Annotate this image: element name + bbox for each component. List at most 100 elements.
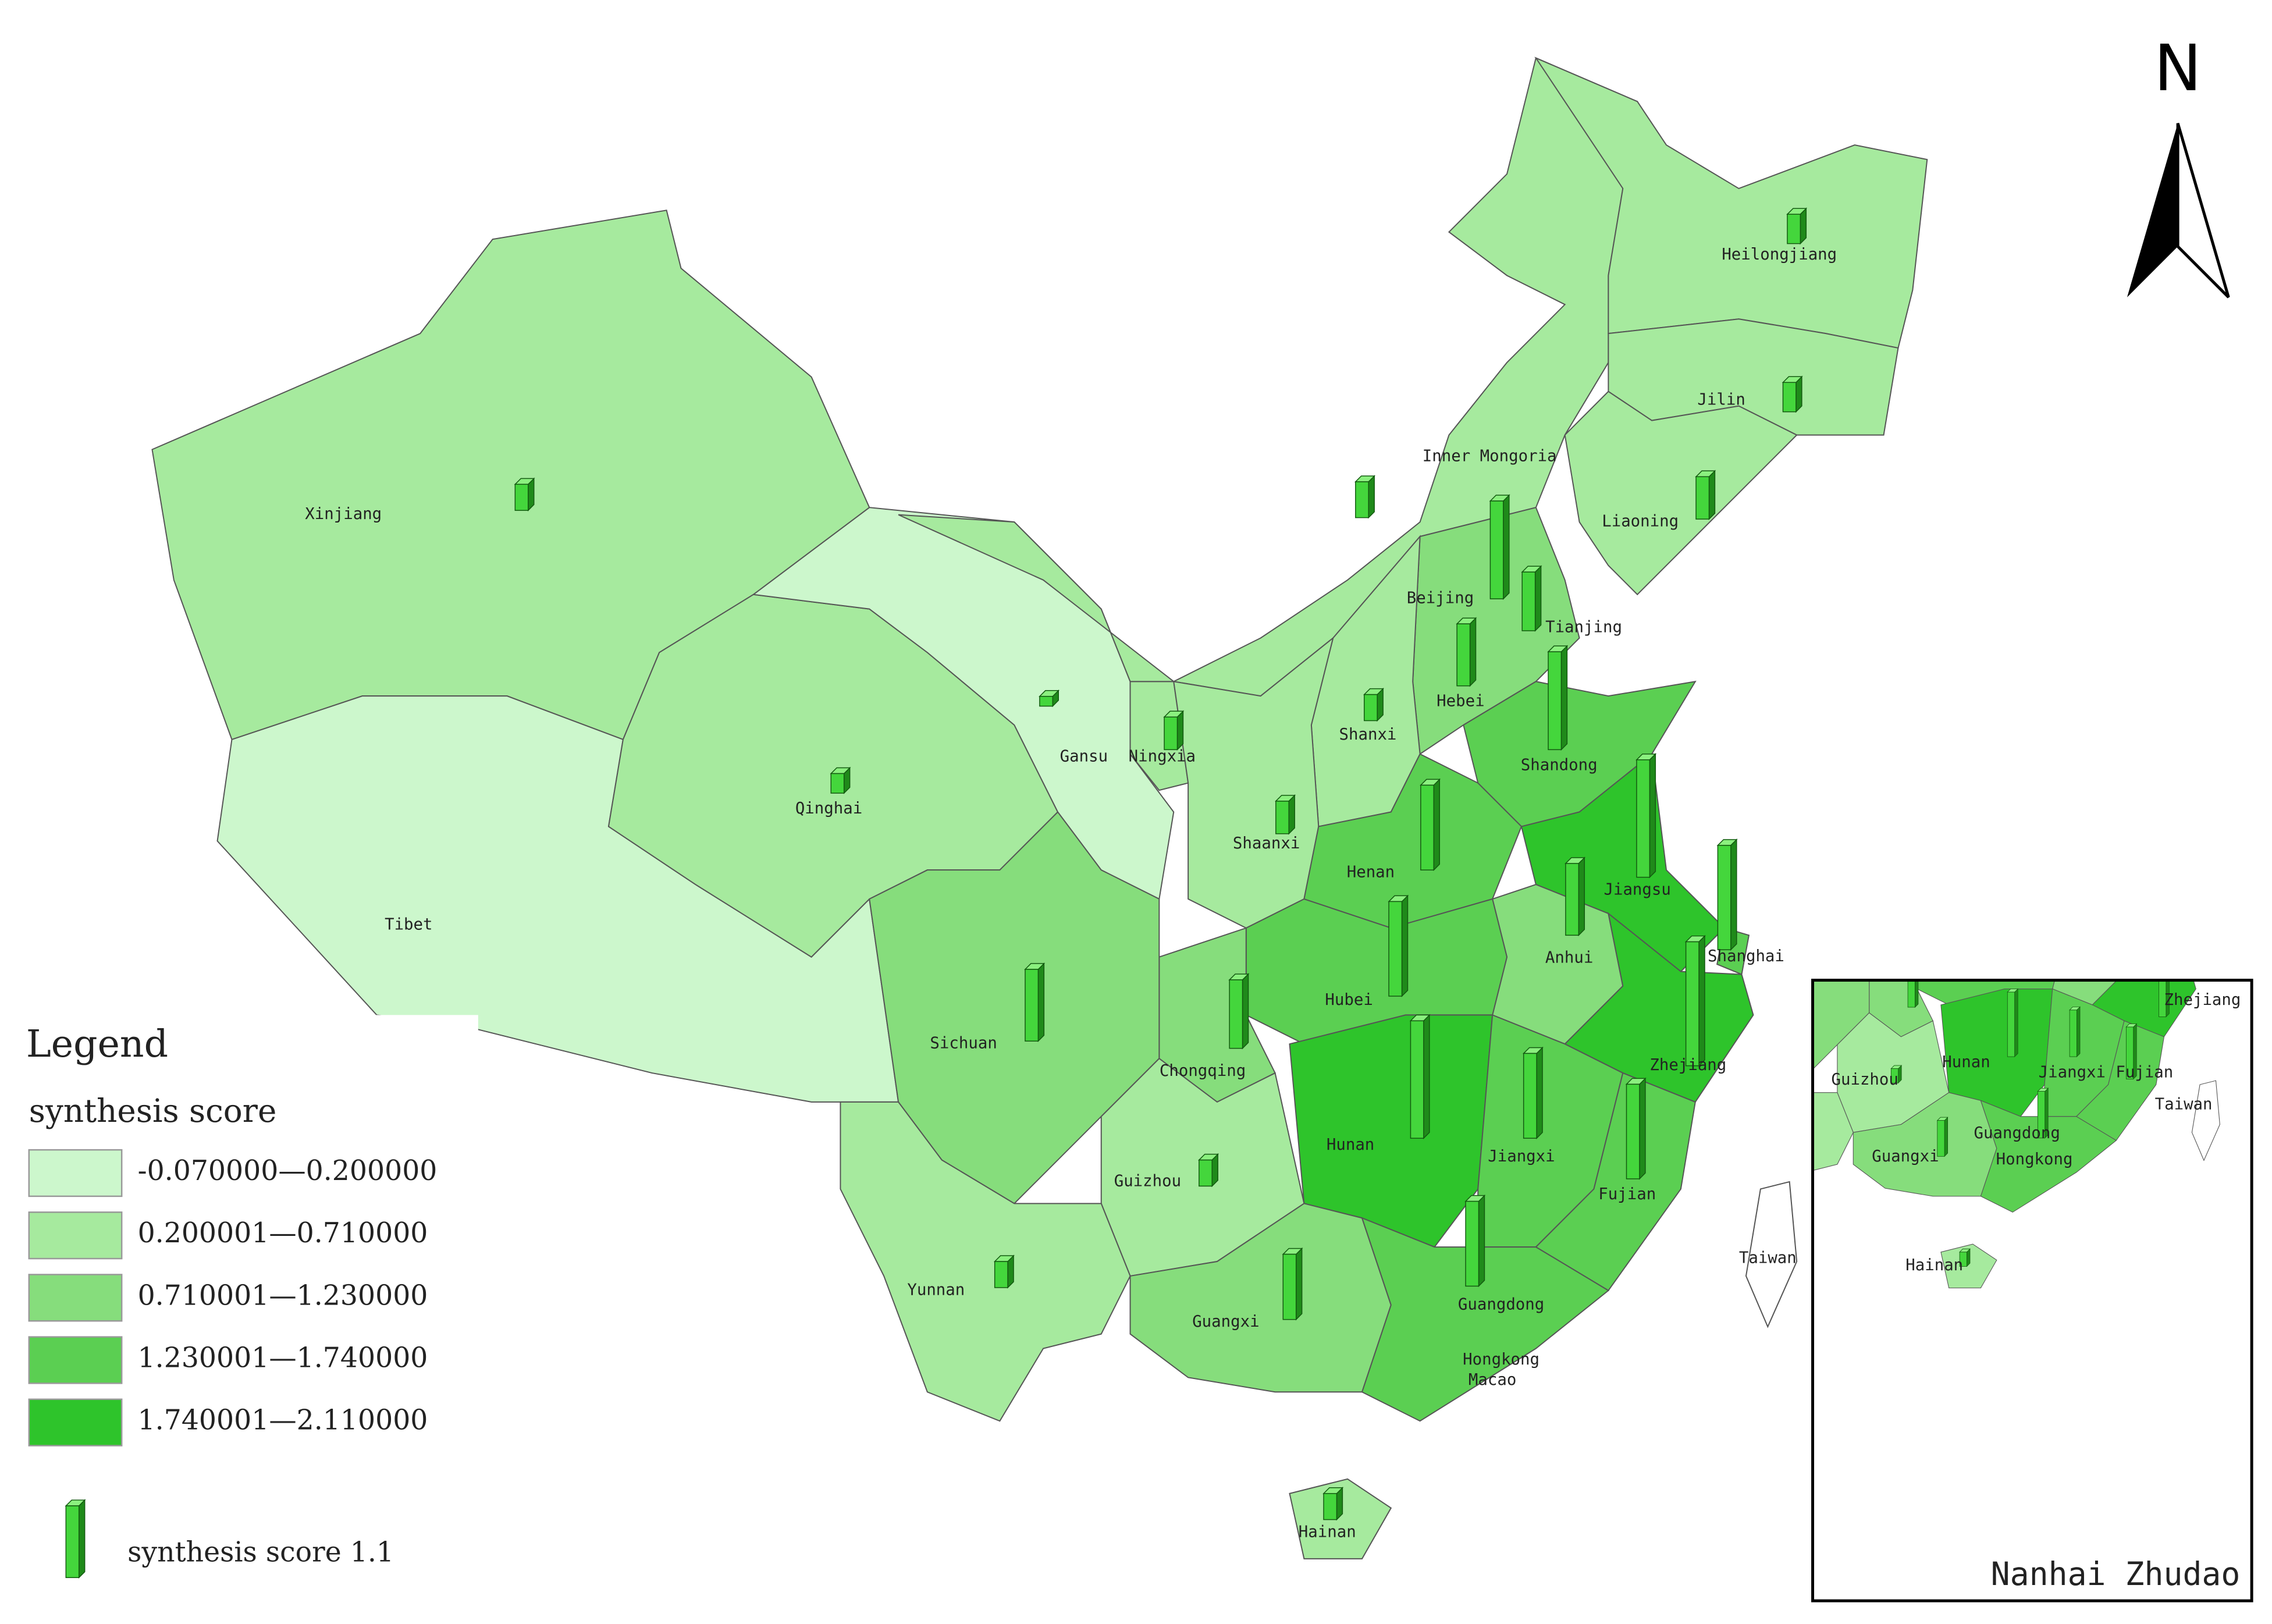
legend-title: Legend: [26, 1022, 168, 1066]
province-label: Inner Mongoria: [1423, 447, 1557, 465]
province-label: Hainan: [1299, 1523, 1356, 1541]
province-label: Beijing: [1407, 589, 1474, 607]
legend-subtitle: synthesis score: [29, 1092, 277, 1129]
bar: [1025, 969, 1039, 1042]
main-map: [151, 56, 1928, 1559]
province-label: Heilongjiang: [1722, 246, 1837, 264]
bar-side: [1242, 973, 1249, 1050]
province-label: Qinghai: [795, 799, 862, 818]
taiwan-shape: [1745, 1181, 1798, 1328]
bar-side: [1368, 475, 1375, 519]
bar: [1229, 979, 1243, 1049]
bar: [1282, 1253, 1297, 1320]
north-arrow: N: [2127, 31, 2230, 298]
province: [1245, 898, 1508, 1045]
legend-class-label: 0.710001—1.230000: [138, 1280, 428, 1312]
bar-side: [1423, 1014, 1430, 1139]
province-label: Shandong: [1521, 756, 1598, 774]
province-label: Yunnan: [907, 1281, 965, 1299]
province-label: Sichuan: [930, 1035, 997, 1053]
province-label: Xinjiang: [305, 505, 382, 523]
province: [1564, 390, 1798, 596]
bar-side: [1708, 470, 1716, 520]
bar: [1039, 696, 1054, 707]
bar: [1548, 651, 1562, 751]
legend-class-label: 1.230001—1.740000: [138, 1342, 428, 1374]
legend-class-label: 1.740001—2.110000: [138, 1405, 428, 1437]
region-label: Hongkong: [1463, 1351, 1539, 1369]
inset-label: Hongkong: [1996, 1150, 2073, 1168]
bar-side: [1176, 710, 1184, 751]
bar: [1388, 901, 1403, 997]
bar-side: [1536, 1046, 1543, 1139]
inset-label: Hunan: [1942, 1053, 1990, 1071]
bar: [1626, 1083, 1640, 1179]
bar: [1420, 784, 1435, 870]
arrow-left: [2127, 123, 2178, 297]
inset-label: Zhejiang: [2164, 991, 2241, 1009]
legend-swatch: [28, 1398, 123, 1447]
bar: [1355, 481, 1369, 518]
inset-label: Guizhou: [1831, 1071, 1898, 1089]
bar-side: [78, 1499, 86, 1579]
bar-side: [1478, 1194, 1485, 1288]
bar: [1363, 694, 1378, 722]
province: [1361, 1217, 1610, 1422]
bar: [1717, 845, 1731, 950]
province-label: Ningxia: [1129, 747, 1196, 765]
province-label: Guangdong: [1458, 1295, 1544, 1313]
inset: Nanhai Zhudao Guizhou Hunan Jiangxi Fujian Z…: [1811, 979, 2253, 1602]
bar-side: [1560, 645, 1568, 751]
province-label: Tibet: [385, 915, 432, 933]
north-label: N: [2154, 31, 2202, 105]
bar-side: [1295, 1247, 1303, 1321]
inset-label: Jiangxi: [2039, 1064, 2106, 1082]
inset-label: Hainan: [1905, 1256, 1963, 1274]
bar-side: [1433, 778, 1440, 871]
province-label: Zhejiang: [1649, 1056, 1726, 1074]
legend-swatch: [28, 1274, 123, 1322]
legend-class-label: 0.200001—0.710000: [138, 1217, 428, 1249]
bar: [65, 1505, 80, 1579]
bar-side: [1503, 494, 1510, 600]
bar-side: [1578, 857, 1585, 937]
legend-class-label: -0.070000—0.200000: [138, 1155, 438, 1187]
bar: [1636, 759, 1651, 878]
province-label: Gansu: [1060, 747, 1108, 765]
bar: [830, 773, 845, 794]
bar: [1164, 716, 1178, 751]
bar: [1275, 801, 1289, 834]
bar-side: [1288, 794, 1295, 835]
province-label: Chongqing: [1160, 1062, 1246, 1080]
legend-bar-label: synthesis score 1.1: [127, 1536, 394, 1568]
province-label: Guangxi: [1192, 1313, 1259, 1331]
region-label: Taiwan: [1739, 1249, 1797, 1267]
bar: [1523, 1053, 1537, 1139]
bar-side: [1037, 962, 1045, 1043]
province-label: Hebei: [1437, 692, 1484, 710]
bar: [514, 484, 529, 511]
bar-side: [1698, 934, 1705, 1067]
province-label: Shaanxi: [1233, 834, 1300, 852]
arrow-right: [2176, 123, 2230, 298]
province-label: Liaoning: [1602, 513, 1679, 531]
inset-title: Nanhai Zhudao: [1991, 1555, 2241, 1593]
province: [840, 1101, 1131, 1422]
legend-swatch: [28, 1211, 123, 1260]
bar: [1199, 1159, 1213, 1187]
bar-side: [1730, 838, 1737, 951]
bar: [1410, 1020, 1424, 1139]
inset-label: Taiwan: [2155, 1095, 2213, 1113]
province-label: Fujian: [1598, 1185, 1656, 1203]
bar: [1787, 214, 1801, 244]
bar-side: [1401, 894, 1409, 997]
province-label: Guizhou: [1114, 1172, 1181, 1190]
province-label: Shanghai: [1708, 947, 1784, 965]
bar: [1489, 500, 1504, 599]
inset-label: Fujian: [2115, 1064, 2173, 1082]
inset-border: [1811, 979, 2253, 1602]
inset-label: Guangdong: [1974, 1124, 2060, 1142]
bar: [1695, 476, 1710, 520]
bar: [1782, 382, 1797, 413]
